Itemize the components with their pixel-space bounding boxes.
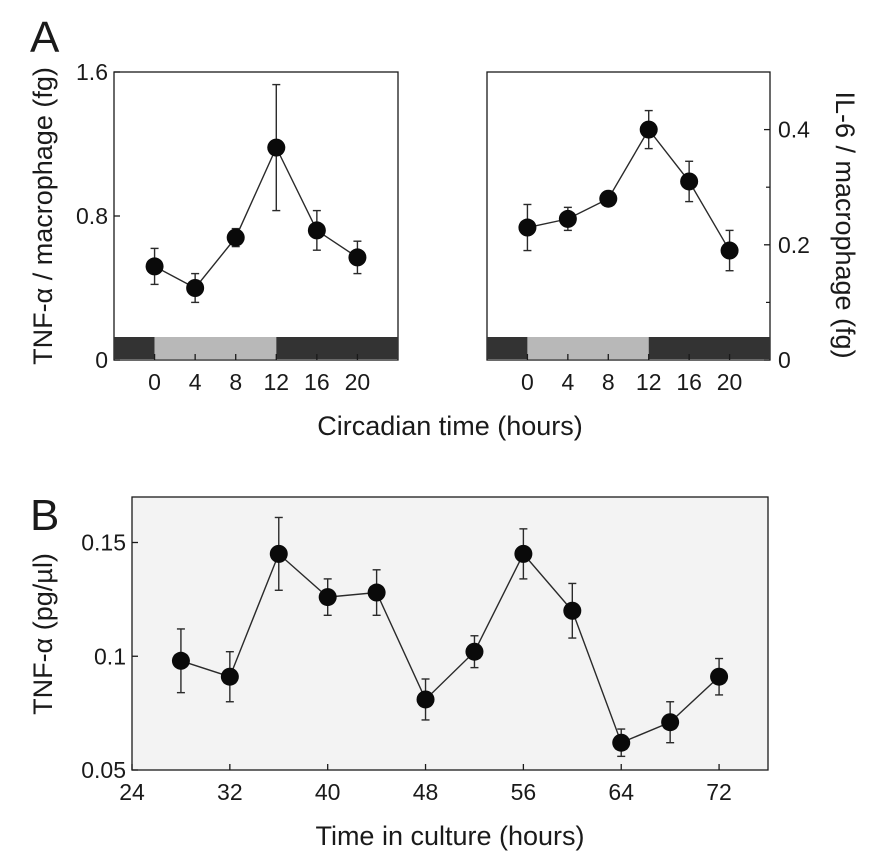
panel-a-right-x-tick-label: 16	[676, 369, 702, 395]
panel-b-data-point	[661, 713, 680, 732]
panel-a-right-light-dark-segment-0	[487, 337, 528, 359]
panel-b-x-tick-label: 56	[511, 779, 537, 805]
panel-b-data-point	[514, 544, 533, 563]
panel-a-letter: A	[30, 13, 60, 62]
panel-b-x-tick-label: 72	[706, 779, 732, 805]
panel-a-right-data-point	[720, 241, 739, 260]
panel-a-left-data-point	[145, 257, 164, 276]
panel-a-right-data-point	[639, 120, 658, 139]
panel-a-left-light-dark-segment-0	[114, 337, 155, 359]
panel-b-data-point	[269, 544, 288, 563]
panel-a-left-data-point	[186, 279, 205, 297]
panel-b-xlabel: Time in culture (hours)	[315, 821, 584, 851]
panel-a-right-y-tick-label: 0.4	[778, 117, 810, 143]
panel-a-left-x-tick-label: 4	[189, 369, 202, 395]
panel-b-y-tick-label: 0.1	[94, 643, 126, 669]
panel-b-data-point	[367, 583, 386, 602]
panel-a-right-data-point	[680, 172, 699, 191]
panel-a-right-chart: 0 4 8 12 16 20 0 0.2 0.4 IL-6 / macrophage (fg)	[486, 71, 860, 395]
panel-b-data-point	[612, 733, 631, 752]
panel-a-right-data-point	[558, 209, 577, 228]
panel-a-left-light-dark-segment-1	[154, 337, 277, 359]
panel-b-x-tick-label: 48	[413, 779, 439, 805]
panel-a-left-x-tick-label: 8	[229, 369, 242, 395]
panel-a-right-x-tick-label: 8	[602, 369, 615, 395]
panel-a-left-y-tick-label: 0	[95, 347, 108, 373]
panel-b-data-point	[318, 588, 337, 607]
panel-b-x-tick-label: 32	[217, 779, 243, 805]
panel-a-right-data-point	[599, 189, 618, 208]
panel-a-left-chart: 0 4 8 12 16 20 0 0.8 1.6 TNF-α / macrophage (fg)	[28, 59, 399, 395]
panel-a-left-x-tick-label: 16	[304, 369, 330, 395]
panel-a-right-light-dark-segment-1	[527, 337, 649, 359]
panel-a-left-data-point	[348, 248, 367, 267]
panel-b-data-point	[710, 667, 729, 686]
panel-b-marks: 24 32 40 48 56 64 72 0.05 0.1 0.15	[81, 496, 769, 805]
panel-a-right-y-tick-label: 0	[778, 347, 791, 373]
panel-b-data-point	[220, 667, 239, 686]
panel-a-left-y-tick-label: 0.8	[76, 203, 108, 229]
panel-a-xlabel: Circadian time (hours)	[317, 411, 583, 441]
panel-a-right-ylabel: IL-6 / macrophage (fg)	[830, 91, 860, 358]
panel-a-right-light-dark-segment-2	[648, 337, 770, 359]
panel-a-left-x-tick-label: 12	[263, 369, 289, 395]
panel-a-left-data-point	[267, 138, 286, 157]
panel-b-data-point	[416, 690, 435, 709]
panel-a-right-y-tick-label: 0.2	[778, 232, 810, 258]
panel-b-data-point	[465, 642, 484, 661]
panel-a-left-x-tick-label: 20	[345, 369, 371, 395]
panel-a-right-x-tick-label: 12	[636, 369, 662, 395]
panel-b-data-point	[171, 651, 190, 670]
panel-a-left-x-tick-label: 0	[148, 369, 161, 395]
panel-b-x-tick-label: 64	[608, 779, 634, 805]
panel-a-right-marks: 0 4 8 12 16 20 0 0.2 0.4	[486, 71, 810, 395]
panel-a-left-ylabel: TNF-α / macrophage (fg)	[28, 67, 58, 365]
panel-b-data-point	[563, 601, 582, 620]
panel-b-ylabel: TNF-α (pg/µl)	[28, 553, 58, 715]
panel-b-letter: B	[30, 491, 59, 540]
panel-a-left-marks: 0 4 8 12 16 20 0 0.8 1.6	[76, 59, 399, 395]
panel-b-y-tick-label: 0.15	[81, 530, 126, 556]
panel-a-left-light-dark-segment-2	[276, 337, 398, 359]
panel-a-right-plot-frame	[486, 71, 771, 361]
panel-a-left-data-point	[226, 228, 245, 247]
panel-a-right-x-tick-label: 20	[717, 369, 743, 395]
panel-a-left-plot-frame	[113, 71, 399, 361]
panel-b-y-tick-label: 0.05	[81, 757, 126, 783]
panel-a-right-data-point	[518, 218, 537, 237]
panel-a-left-y-tick-label: 1.6	[76, 59, 108, 85]
panel-b-x-tick-label: 24	[119, 779, 145, 805]
panel-b-chart: 24 32 40 48 56 64 72 0.05 0.1 0.15 TNF-α (pg/µl)	[28, 496, 769, 805]
panel-b-x-tick-label: 40	[315, 779, 341, 805]
panel-a-left-data-point	[307, 221, 326, 240]
panel-a-right-x-tick-label: 4	[561, 369, 574, 395]
panel-a-right-x-tick-label: 0	[521, 369, 534, 395]
